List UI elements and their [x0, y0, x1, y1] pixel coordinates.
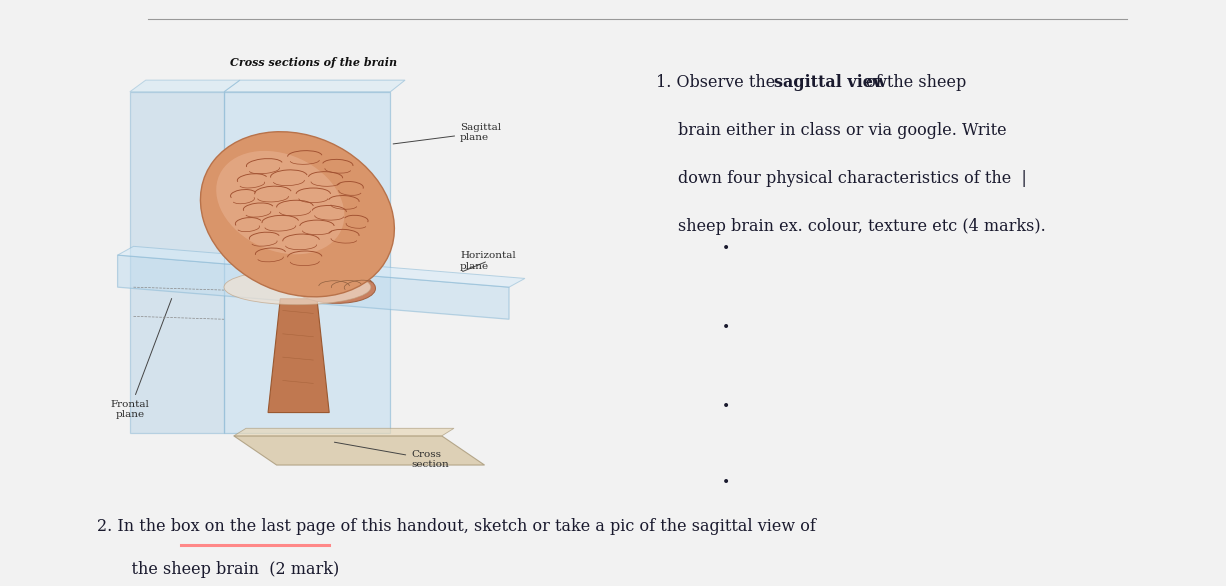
- Polygon shape: [224, 80, 405, 92]
- Text: Frontal
plane: Frontal plane: [110, 298, 172, 420]
- Text: •: •: [721, 476, 729, 489]
- Ellipse shape: [200, 132, 395, 297]
- Polygon shape: [118, 255, 509, 319]
- Text: •: •: [721, 242, 729, 256]
- Text: of the sheep: of the sheep: [862, 74, 966, 91]
- Text: sagittal view: sagittal view: [775, 74, 888, 91]
- Ellipse shape: [293, 271, 375, 304]
- Polygon shape: [118, 246, 525, 287]
- Text: sheep brain ex. colour, texture etc (4 marks).: sheep brain ex. colour, texture etc (4 m…: [678, 218, 1046, 235]
- Text: Cross
section: Cross section: [335, 442, 449, 469]
- Text: down four physical characteristics of the  |: down four physical characteristics of th…: [678, 170, 1026, 187]
- Polygon shape: [224, 92, 390, 433]
- Polygon shape: [234, 436, 484, 465]
- Text: 2. In the box on the last page of this handout, sketch or take a pic of the sagi: 2. In the box on the last page of this h…: [97, 517, 815, 534]
- Text: the sheep brain  (2 mark): the sheep brain (2 mark): [112, 561, 340, 578]
- Polygon shape: [130, 80, 240, 92]
- Text: •: •: [721, 400, 729, 414]
- Polygon shape: [268, 299, 330, 413]
- Text: Horizontal
plane: Horizontal plane: [460, 251, 516, 271]
- Text: brain either in class or via google. Write: brain either in class or via google. Wri…: [678, 122, 1007, 139]
- Text: 1. Observe the: 1. Observe the: [656, 74, 780, 91]
- Polygon shape: [234, 428, 454, 436]
- Text: •: •: [721, 321, 729, 335]
- Text: Sagittal
plane: Sagittal plane: [394, 123, 501, 144]
- Ellipse shape: [224, 270, 370, 305]
- Polygon shape: [130, 92, 224, 433]
- Text: Cross sections of the brain: Cross sections of the brain: [229, 57, 397, 68]
- Ellipse shape: [216, 151, 345, 254]
